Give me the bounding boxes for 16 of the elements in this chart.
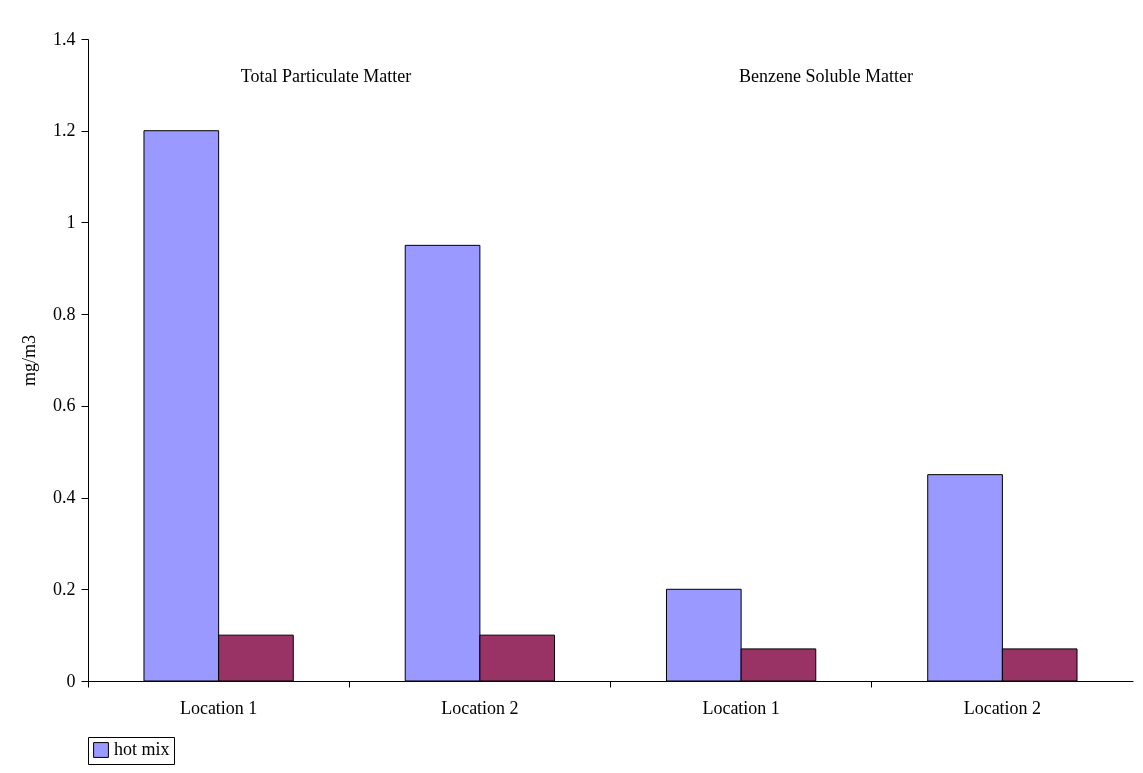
y-tick-label: 0.8 <box>53 303 76 324</box>
x-tick-label: Location 1 <box>179 697 258 718</box>
y-tick-label: 0.6 <box>53 395 76 416</box>
x-tick-label: Location 2 <box>441 697 519 718</box>
annotation: Benzene Soluble Matter <box>739 66 913 86</box>
legend-label: hot mix <box>114 739 170 759</box>
x-tick-label: Location 1 <box>702 697 780 718</box>
y-tick-label: 1.4 <box>53 28 76 49</box>
annotation: Total Particulate Matter <box>240 66 412 86</box>
y-tick-label: 0 <box>66 670 76 691</box>
y-tick-label: 0.2 <box>53 578 76 599</box>
y-tick-label: 1 <box>66 211 76 232</box>
y-axis-title: mg/m3 <box>19 334 39 387</box>
x-tick-label: Location 2 <box>963 697 1042 718</box>
y-tick-label: 1.2 <box>53 120 76 141</box>
y-tick-label: 0.4 <box>53 487 76 508</box>
